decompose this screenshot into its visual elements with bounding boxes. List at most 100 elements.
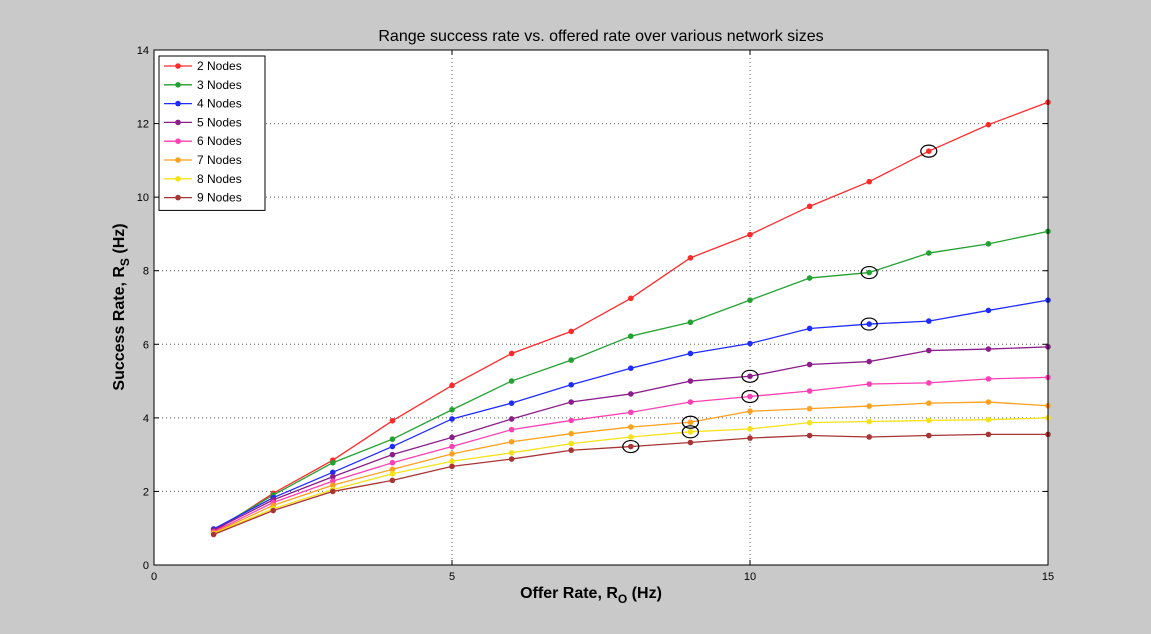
series-layer xyxy=(210,99,1051,538)
legend-swatch-marker xyxy=(175,157,181,163)
data-point xyxy=(866,418,872,425)
legend-item: 6 Nodes xyxy=(164,134,242,148)
data-point xyxy=(747,231,753,238)
highlight-circle xyxy=(622,439,640,454)
x-axis-label-main: Offer Rate, R xyxy=(520,585,618,602)
series-4-nodes xyxy=(210,297,1051,532)
data-point xyxy=(330,473,336,480)
y-tick-label: 0 xyxy=(143,560,149,572)
y-axis-label-main: Success Rate, R xyxy=(111,266,128,391)
highlight-circle xyxy=(681,425,700,439)
y-tick-label: 14 xyxy=(137,45,149,57)
data-point xyxy=(806,275,813,281)
data-point xyxy=(806,388,813,394)
legend-item: 8 Nodes xyxy=(164,172,242,186)
data-point xyxy=(866,321,872,327)
data-point xyxy=(449,382,455,389)
data-point xyxy=(449,434,455,441)
data-point xyxy=(270,507,277,514)
data-point xyxy=(926,347,932,354)
data-point xyxy=(449,416,455,422)
data-point xyxy=(568,417,574,424)
series-7-nodes xyxy=(210,399,1051,536)
data-point xyxy=(330,459,336,466)
data-point xyxy=(389,443,396,450)
legend-item: 7 Nodes xyxy=(164,153,242,167)
data-point xyxy=(747,408,753,415)
highlight-circle xyxy=(681,415,700,429)
data-point xyxy=(806,405,813,412)
data-point xyxy=(628,434,634,440)
x-axis-label-unit: (Hz) xyxy=(627,585,662,602)
highlight-circle xyxy=(741,369,759,383)
data-point xyxy=(568,430,574,437)
data-point xyxy=(449,463,455,470)
y-tick-label: 4 xyxy=(143,413,149,425)
legend-swatch-marker xyxy=(175,100,181,107)
data-point xyxy=(926,432,932,439)
legend-label: 4 Nodes xyxy=(197,97,242,111)
data-point xyxy=(568,357,574,363)
data-point xyxy=(687,255,694,261)
data-point xyxy=(389,436,396,442)
x-tick-label: 0 xyxy=(151,571,157,583)
data-point xyxy=(806,361,813,368)
highlight-circle xyxy=(741,389,759,404)
y-tick-label: 6 xyxy=(143,339,149,351)
legend-swatch-marker xyxy=(175,176,181,182)
y-tick-label: 10 xyxy=(137,192,149,204)
data-point xyxy=(687,419,694,426)
data-point xyxy=(628,424,634,430)
data-point xyxy=(687,378,694,384)
data-point xyxy=(985,416,992,423)
y-tick-label: 8 xyxy=(143,266,149,278)
data-point xyxy=(926,250,932,256)
data-point xyxy=(866,178,872,185)
legend-label: 2 Nodes xyxy=(197,59,242,73)
data-point xyxy=(926,318,932,324)
data-point xyxy=(985,431,992,438)
legend-label: 9 Nodes xyxy=(197,191,242,205)
data-point xyxy=(628,365,634,371)
data-point xyxy=(926,417,932,424)
data-point xyxy=(210,531,217,538)
data-point xyxy=(866,434,872,440)
y-axis-label-sub: S xyxy=(118,258,132,266)
data-point xyxy=(508,400,515,406)
y-tick-label: 12 xyxy=(137,119,149,131)
data-point xyxy=(747,297,753,303)
data-point xyxy=(330,482,336,488)
data-point xyxy=(985,376,992,382)
data-point xyxy=(747,426,753,432)
y-axis-label: Success Rate, RS (Hz) xyxy=(111,223,132,390)
legend: 2 Nodes 3 Nodes 4 Nodes 5 Nodes 6 Nodes 7 Nod… xyxy=(158,55,266,211)
x-axis-label: Offer Rate, RO (Hz) xyxy=(520,585,662,606)
highlight-layer xyxy=(622,144,938,454)
data-point xyxy=(806,432,813,439)
data-point xyxy=(389,418,396,424)
data-point xyxy=(389,470,396,477)
data-point xyxy=(389,459,396,466)
y-axis-label-unit: (Hz) xyxy=(111,223,128,258)
legend-item: 4 Nodes xyxy=(164,97,242,111)
data-point xyxy=(866,269,872,276)
data-point xyxy=(389,466,396,473)
data-point xyxy=(508,456,515,462)
legend-label: 5 Nodes xyxy=(197,115,242,129)
chart-title: Range success rate vs. offered rate over… xyxy=(378,28,823,45)
data-point xyxy=(985,346,992,352)
data-point xyxy=(568,328,574,335)
data-point xyxy=(330,469,336,476)
legend-swatch-marker xyxy=(175,138,181,144)
data-point xyxy=(628,409,634,416)
data-point xyxy=(568,399,574,405)
data-point xyxy=(628,333,634,339)
data-point xyxy=(687,429,694,435)
data-point xyxy=(628,443,634,450)
data-point xyxy=(747,435,753,441)
x-axis-label-sub: O xyxy=(618,592,627,606)
data-point xyxy=(508,438,515,445)
x-tick-label: 5 xyxy=(449,571,455,583)
data-point xyxy=(389,451,396,458)
data-point xyxy=(508,378,515,384)
